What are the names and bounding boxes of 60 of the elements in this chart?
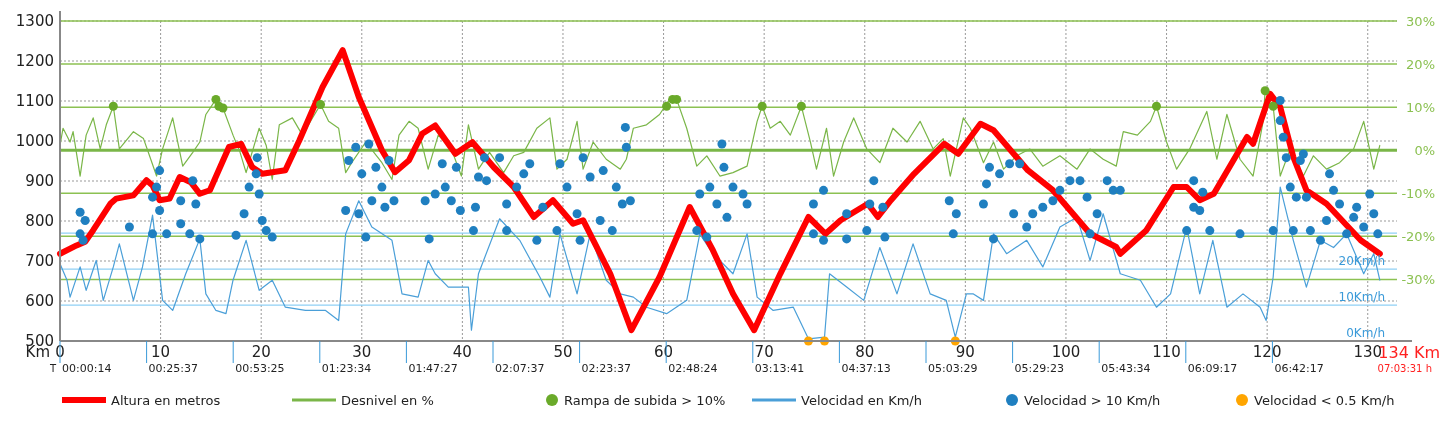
point [757, 101, 767, 111]
y2-tick-label: -10% [1401, 185, 1435, 201]
text: 04:37:13 [841, 362, 891, 375]
y3-tick-label: 10Km/h [1338, 290, 1385, 305]
x-tick-label: 90 [955, 343, 975, 361]
y2-tick-label: 20% [1406, 56, 1435, 72]
text: 03:13:41 [754, 362, 805, 375]
point [662, 101, 672, 111]
y-tick-label: 900 [25, 172, 54, 191]
y-tick-label: 1100 [15, 92, 54, 111]
point [1151, 101, 1161, 111]
legend-label: Desnivel en % [341, 392, 434, 408]
legend-label: Velocidad en Km/h [801, 392, 922, 408]
x-tick-label: 50 [553, 343, 573, 361]
y-tick-label: 1000 [15, 132, 54, 151]
x-tick-label: 70 [754, 343, 774, 361]
y-tick-label: 800 [25, 212, 54, 231]
text: 00:53:25 [235, 362, 285, 375]
point [316, 100, 326, 110]
x-tick-label: 10 [151, 343, 171, 361]
x-tick-label: 20 [251, 343, 271, 361]
text: 00:00:14 [62, 362, 112, 375]
point [1260, 86, 1270, 96]
text: 05:29:23 [1014, 362, 1065, 375]
x-tick-label: 40 [452, 343, 472, 361]
text: 05:03:29 [928, 362, 978, 375]
legend-label: Altura en metros [111, 392, 221, 408]
y-tick-label: 1300 [15, 12, 54, 31]
x2-axis-title: T [48, 363, 57, 374]
point [1268, 101, 1278, 111]
y2-tick-label: 10% [1406, 99, 1435, 115]
legend-label: Rampa de subida > 10% [564, 392, 726, 408]
y2-tick-label: -20% [1401, 228, 1435, 244]
point [796, 101, 806, 111]
text: 07:03:31 h [1377, 363, 1432, 374]
y2-tick-label: -30% [1401, 271, 1435, 287]
text: 02:48:24 [668, 362, 718, 375]
text: 05:43:34 [1101, 362, 1151, 375]
y2-tick-label: 0% [1414, 142, 1435, 158]
x-tick-label: 0 [55, 343, 65, 361]
text: 01:47:27 [408, 362, 458, 375]
point [108, 101, 118, 111]
text: 06:42:17 [1274, 362, 1324, 375]
text: 00:25:37 [148, 362, 199, 375]
y-tick-label: 600 [25, 292, 54, 311]
y-tick-label: 1200 [15, 52, 54, 71]
text: 06:09:17 [1187, 362, 1238, 375]
legend-label: Velocidad > 10 Km/h [1024, 392, 1161, 408]
text: 02:23:37 [581, 362, 632, 375]
y3-tick-label: 0Km/h [1346, 326, 1385, 340]
text: 02:07:37 [495, 362, 545, 375]
x-tick-label: 80 [855, 343, 875, 361]
x-tick-label: 100 [1051, 343, 1081, 361]
point [218, 103, 228, 113]
x-tick-label: 30 [352, 343, 372, 361]
legend-label: Velocidad < 0.5 Km/h [1254, 392, 1395, 408]
text: 01:23:34 [321, 362, 372, 375]
y-tick-label: 700 [25, 252, 54, 271]
x-tick-label: 110 [1152, 343, 1181, 361]
y2-tick-label: 30% [1406, 13, 1435, 29]
